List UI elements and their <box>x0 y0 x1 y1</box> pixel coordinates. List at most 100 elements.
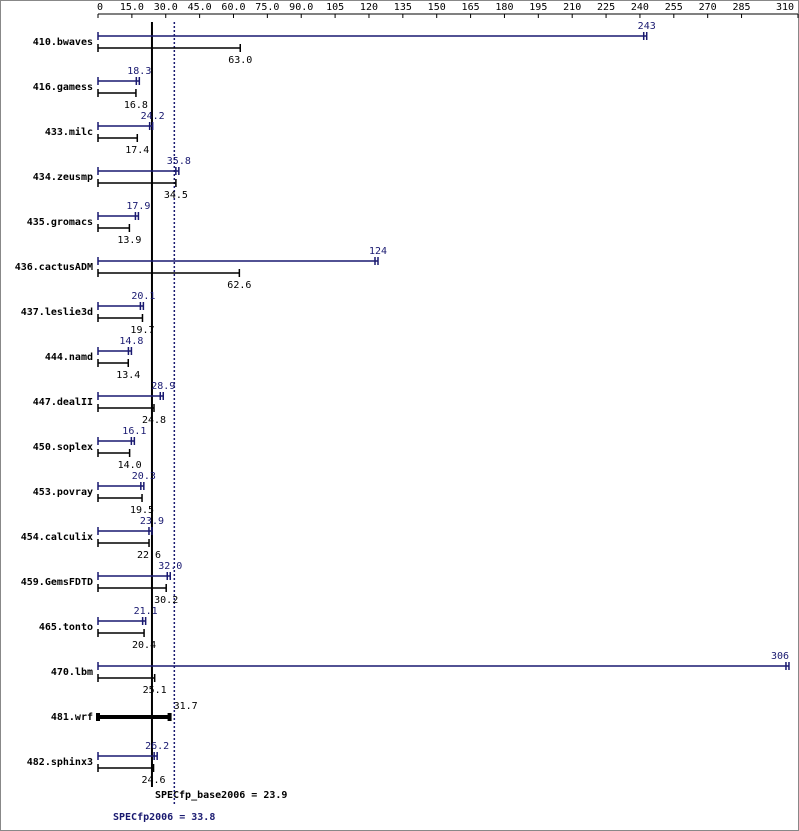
bar <box>97 122 154 130</box>
bar <box>97 674 156 682</box>
value-label: 19.7 <box>130 325 154 336</box>
bar <box>97 302 145 310</box>
x-tick-label: 165 <box>462 2 480 13</box>
category-label: 416.gamess <box>33 82 93 93</box>
bar <box>97 572 172 580</box>
category-label: 433.milc <box>45 126 93 138</box>
bar <box>97 77 141 85</box>
bar <box>97 167 180 175</box>
bar <box>97 44 242 52</box>
category-label: 453.povray <box>33 487 93 498</box>
value-label: 16.8 <box>124 100 148 111</box>
value-label: 63.0 <box>228 55 252 66</box>
bar <box>97 134 139 142</box>
value-label: 17.9 <box>126 201 150 212</box>
x-tick-label: 285 <box>733 2 751 13</box>
x-tick-label: 310 <box>776 2 794 13</box>
bar <box>97 617 147 625</box>
category-label: 434.zeusmp <box>33 172 93 183</box>
bar <box>97 539 150 547</box>
value-label: 20.4 <box>132 640 156 651</box>
category-label: 454.calculix <box>21 531 93 543</box>
value-label: 23.9 <box>140 516 164 527</box>
value-label: 21.1 <box>134 606 158 617</box>
bar <box>97 437 136 445</box>
value-label: 13.4 <box>116 370 140 381</box>
x-tick-label: 60.0 <box>221 2 245 13</box>
value-label: 32.0 <box>158 561 182 572</box>
x-tick-label: 225 <box>597 2 615 13</box>
bar <box>97 482 145 490</box>
x-tick-label: 270 <box>699 2 717 13</box>
value-label: 124 <box>369 246 387 257</box>
category-label: 481.wrf <box>51 712 93 723</box>
bar <box>97 752 158 760</box>
value-label: 34.5 <box>164 190 188 201</box>
category-label: 436.cactusADM <box>15 262 93 273</box>
value-label: 14.0 <box>118 460 142 471</box>
bar <box>97 89 137 97</box>
x-tick-label: 180 <box>495 2 513 13</box>
category-label: 470.lbm <box>51 667 93 678</box>
x-tick-label: 75.0 <box>255 2 279 13</box>
bar <box>97 584 167 592</box>
reference-label: SPECfp2006 = 33.8 <box>113 812 215 823</box>
category-label: 447.dealII <box>33 397 93 408</box>
x-tick-label: 0 <box>97 2 103 13</box>
value-label: 30.2 <box>154 595 178 606</box>
bar <box>97 32 648 40</box>
value-label: 24.8 <box>142 415 166 426</box>
value-label: 18.3 <box>127 66 151 77</box>
bar <box>97 494 143 502</box>
bar <box>97 629 145 637</box>
value-label: 306 <box>771 651 789 662</box>
bar <box>97 392 165 400</box>
value-label: 26.2 <box>145 741 169 752</box>
x-tick-label: 135 <box>394 2 412 13</box>
bar <box>97 404 155 412</box>
category-label: 435.gromacs <box>27 217 93 228</box>
value-label: 24.6 <box>142 775 166 786</box>
category-label: 482.sphinx3 <box>27 756 93 768</box>
bar <box>97 662 790 670</box>
value-label: 20.3 <box>132 471 156 482</box>
value-label: 16.1 <box>122 426 146 437</box>
bar <box>97 269 241 277</box>
bar <box>97 224 131 232</box>
x-tick-label: 255 <box>665 2 683 13</box>
bar <box>96 713 172 721</box>
x-tick-label: 30.0 <box>154 2 178 13</box>
value-label: 243 <box>638 21 656 32</box>
x-tick-label: 90.0 <box>289 2 313 13</box>
x-tick-label: 15.0 <box>120 2 144 13</box>
x-tick-label: 150 <box>428 2 446 13</box>
reference-label: SPECfp_base2006 = 23.9 <box>155 790 287 801</box>
category-label: 450.soplex <box>33 442 93 453</box>
x-tick-label: 120 <box>360 2 378 13</box>
value-label: 25.1 <box>143 685 167 696</box>
value-label: 14.8 <box>119 336 143 347</box>
category-label: 465.tonto <box>39 622 93 633</box>
value-label: 17.4 <box>125 145 149 156</box>
x-tick-label: 45.0 <box>188 2 212 13</box>
x-tick-label: 240 <box>631 2 649 13</box>
bar <box>97 212 140 220</box>
bar <box>97 257 379 265</box>
value-label: 20.1 <box>131 291 155 302</box>
value-label: 13.9 <box>117 235 141 246</box>
category-label: 444.namd <box>45 352 93 363</box>
bar <box>97 359 130 367</box>
value-label: 22.6 <box>137 550 161 561</box>
value-label: 62.6 <box>227 280 251 291</box>
x-tick-label: 195 <box>529 2 547 13</box>
value-label: 24.2 <box>141 111 165 122</box>
bar <box>97 179 177 187</box>
bar <box>97 314 144 322</box>
value-label: 35.8 <box>167 156 191 167</box>
value-label: 31.7 <box>174 701 198 712</box>
bar <box>97 347 133 355</box>
value-label: 19.5 <box>130 505 154 516</box>
category-label: 410.bwaves <box>33 37 93 48</box>
bar <box>97 527 153 535</box>
